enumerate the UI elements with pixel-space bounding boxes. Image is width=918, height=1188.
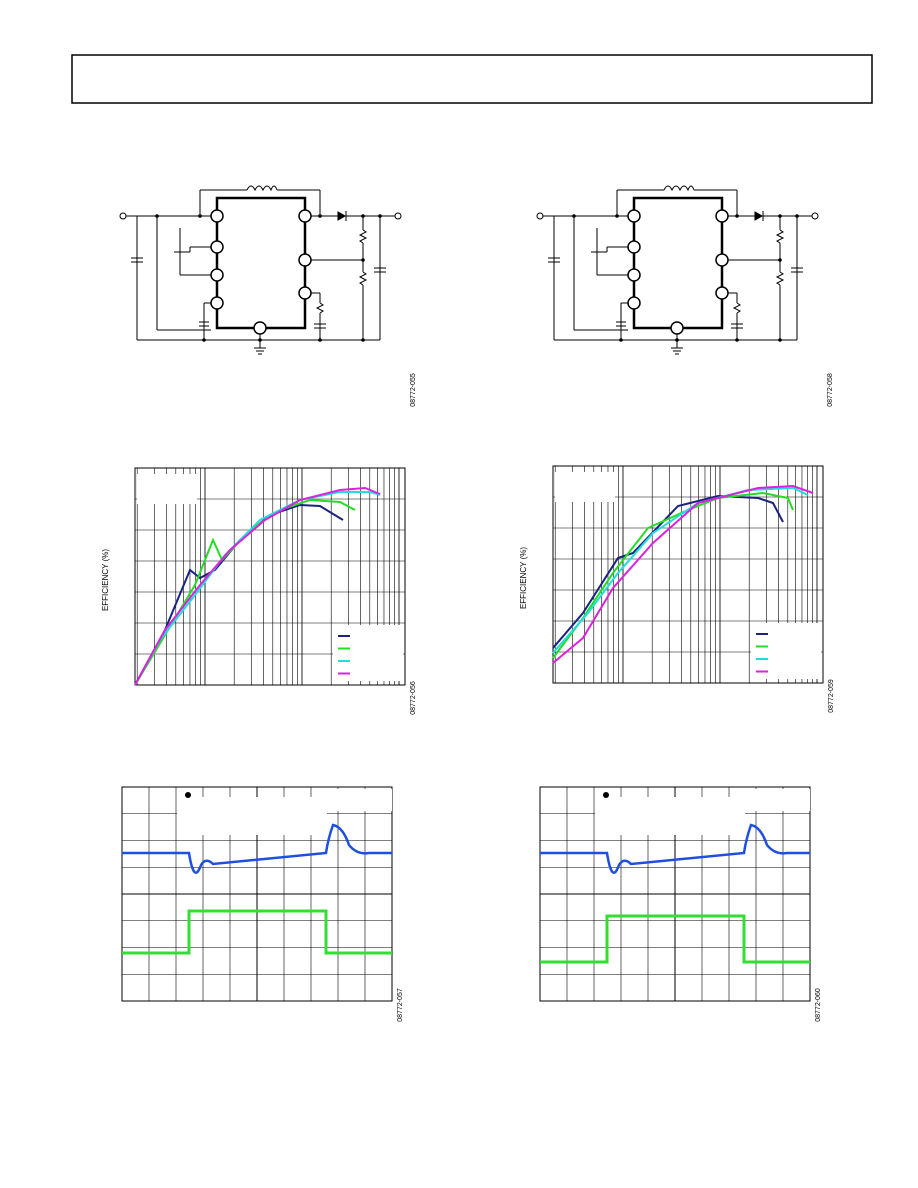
curve bbox=[552, 494, 784, 649]
junction bbox=[361, 258, 365, 262]
header-box bbox=[71, 54, 873, 104]
trigger-marker bbox=[603, 792, 609, 798]
pin bbox=[253, 321, 267, 335]
junction bbox=[258, 338, 262, 342]
junction bbox=[318, 338, 322, 342]
junction bbox=[778, 338, 782, 342]
junction bbox=[318, 214, 322, 218]
annotation-box bbox=[750, 789, 810, 811]
terminal bbox=[811, 212, 819, 220]
resistor bbox=[775, 229, 785, 244]
resistor bbox=[358, 229, 368, 244]
pin bbox=[210, 209, 224, 223]
figure-code: 08772-057 bbox=[397, 988, 404, 1022]
trace-green bbox=[122, 909, 392, 955]
pin bbox=[210, 268, 224, 282]
pin bbox=[298, 209, 312, 223]
junction bbox=[198, 214, 202, 218]
annotation-box bbox=[177, 797, 327, 835]
junction bbox=[202, 338, 206, 342]
pin bbox=[627, 268, 641, 282]
trace-blue bbox=[540, 823, 810, 874]
pin bbox=[715, 209, 729, 223]
trace-green bbox=[540, 914, 810, 964]
annotation-box bbox=[332, 789, 392, 811]
terminal bbox=[536, 212, 544, 220]
curve bbox=[552, 484, 814, 664]
ic-body bbox=[632, 196, 724, 330]
plot-frame bbox=[552, 465, 824, 684]
pin bbox=[627, 240, 641, 254]
legend-box bbox=[555, 472, 615, 502]
figure-code: 08772-055 bbox=[410, 373, 417, 407]
junction bbox=[155, 214, 159, 218]
axis-label: EFFICIENCY (%) bbox=[101, 549, 110, 611]
plot-frame bbox=[134, 467, 406, 686]
trace-blue bbox=[122, 823, 392, 874]
figure-code: 08772-058 bbox=[827, 373, 834, 407]
curve bbox=[134, 491, 381, 686]
junction bbox=[795, 214, 799, 218]
legend-box bbox=[333, 625, 403, 681]
trigger-marker bbox=[185, 792, 191, 798]
pin bbox=[210, 296, 224, 310]
resistor bbox=[775, 271, 785, 286]
curve bbox=[552, 486, 809, 654]
legend-box bbox=[751, 623, 821, 679]
junction bbox=[378, 214, 382, 218]
inductor bbox=[246, 185, 278, 192]
figure-code: 08772-060 bbox=[815, 988, 822, 1022]
inductor bbox=[663, 185, 695, 192]
resistor bbox=[732, 302, 741, 314]
pin bbox=[715, 286, 729, 300]
junction bbox=[735, 338, 739, 342]
diode bbox=[337, 211, 347, 221]
pin bbox=[715, 253, 729, 267]
pin bbox=[210, 240, 224, 254]
curve bbox=[134, 498, 356, 686]
junction bbox=[615, 214, 619, 218]
pin bbox=[627, 209, 641, 223]
junction bbox=[619, 338, 623, 342]
axis-label: EFFICIENCY (%) bbox=[519, 547, 528, 609]
terminal bbox=[119, 212, 127, 220]
pin bbox=[298, 286, 312, 300]
junction bbox=[778, 258, 782, 262]
pin bbox=[627, 296, 641, 310]
figure-code: 08772-059 bbox=[828, 679, 835, 713]
annotation-box bbox=[595, 797, 745, 835]
junction bbox=[735, 214, 739, 218]
legend-box bbox=[137, 474, 197, 504]
curve bbox=[134, 486, 381, 686]
junction bbox=[361, 338, 365, 342]
diode bbox=[754, 211, 764, 221]
pin bbox=[670, 321, 684, 335]
figure-code: 08772-056 bbox=[410, 681, 417, 715]
terminal bbox=[394, 212, 402, 220]
ic-body bbox=[215, 196, 307, 330]
resistor bbox=[315, 302, 324, 314]
junction bbox=[675, 338, 679, 342]
schematic bbox=[536, 185, 819, 355]
schematic bbox=[119, 185, 402, 355]
resistor bbox=[358, 271, 368, 286]
junction bbox=[778, 214, 782, 218]
pin bbox=[298, 253, 312, 267]
junction bbox=[361, 214, 365, 218]
junction bbox=[572, 214, 576, 218]
